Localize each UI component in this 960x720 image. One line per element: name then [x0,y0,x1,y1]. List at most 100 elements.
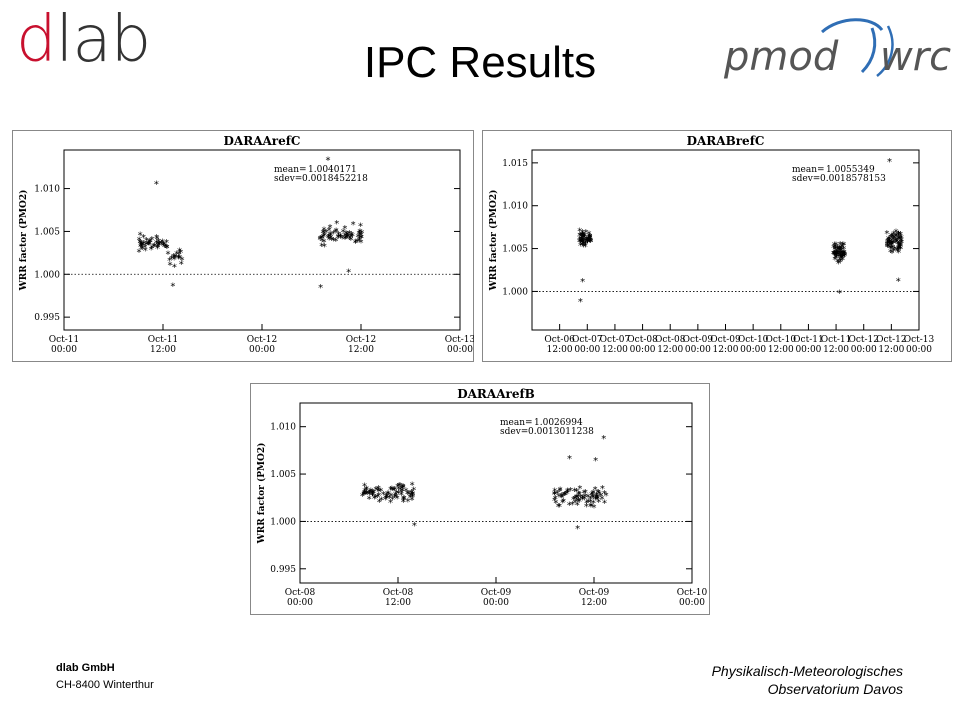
data-point: * [552,489,557,500]
data-point: * [386,490,391,501]
data-point-outlier: * [593,456,598,467]
data-point: * [164,243,169,254]
data-point: * [580,234,585,245]
data-point: * [895,247,900,258]
data-point: * [565,486,570,497]
data-point-outlier: * [578,297,583,308]
data-point: * [572,486,577,497]
footer-company: dlab GmbH CH-8400 Winterthur [56,660,154,694]
data-point: * [148,237,153,248]
x-tick-label-time: 12:00 [385,598,411,608]
data-point: * [890,232,895,243]
data-point-outlier: * [170,281,175,292]
data-point: * [580,236,585,247]
data-point: * [898,245,903,256]
x-tick-label-time: 00:00 [51,345,77,355]
data-point: * [887,236,892,247]
data-point: * [171,252,176,263]
data-point: * [400,484,405,495]
data-point: * [138,230,143,241]
data-point: * [552,490,557,501]
data-point-outlier: * [326,155,331,166]
data-point: * [168,261,173,272]
data-point: * [342,231,347,242]
data-point: * [336,233,341,244]
data-point: * [890,243,895,254]
data-point: * [384,494,389,505]
data-point: * [328,230,333,241]
data-point: * [155,241,160,252]
data-point: * [897,239,902,250]
data-point: * [358,222,363,233]
data-point: * [177,247,182,258]
data-point: * [174,249,179,260]
data-point: * [143,246,148,257]
data-point: * [362,489,367,500]
data-point: * [889,238,894,249]
chart-title: DARAArefC [224,134,301,148]
chart-daraarefb: DARAArefB WRR factor (PMO2) 0.995 1.000 1.00… [250,383,710,615]
data-point: * [578,241,583,252]
x-tick-label-time: 00:00 [249,345,275,355]
data-point: * [555,489,560,500]
data-point: * [576,489,581,500]
data-point: * [341,228,346,239]
x-tick-label-time: 12:00 [581,598,607,608]
data-point: * [169,254,174,265]
data-point: * [596,498,601,509]
data-point: * [390,485,395,496]
data-point: * [346,230,351,241]
data-point: * [577,231,582,242]
data-point: * [898,232,903,243]
x-tick-label-time: 12:00 [602,345,628,355]
data-point: * [840,255,845,266]
data-point: * [886,241,891,252]
data-point: * [562,491,567,502]
data-point: * [143,240,148,251]
pmod-wrc-logo-graphic: pmod wrc [723,18,951,80]
data-point: * [899,238,904,249]
data-point: * [833,240,838,251]
data-point: * [333,228,338,239]
x-tick-label-date: Oct-11 [148,335,179,345]
data-point: * [401,483,406,494]
data-point: * [345,232,350,243]
data-point: * [600,484,605,495]
data-point: * [163,243,168,254]
data-point: * [577,497,582,508]
chart-darabrefc: DARABrefC WRR factor (PMO2) 1.000 1.005 1.01… [482,130,952,362]
data-point: * [318,234,323,245]
data-point: * [334,219,339,230]
x-tick-label-date: Oct-12 [876,335,907,345]
data-point: * [888,239,893,250]
data-point: * [139,241,144,252]
data-point: * [885,243,890,254]
data-point: * [578,238,583,249]
y-tick-label: 1.010 [270,423,296,433]
data-point: * [161,241,166,252]
x-tick-label-date: Oct-09 [683,335,714,345]
data-point: * [373,485,378,496]
data-point: * [176,254,181,265]
y-tick-label: 1.005 [270,470,296,480]
chart-daraarefc-svg: DARAArefC WRR factor (PMO2) 0.995 1.000 1.00… [12,130,474,362]
data-point: * [894,232,899,243]
data-point: * [388,485,393,496]
data-point: * [576,497,581,508]
data-point: * [580,231,585,242]
institute-line-1: Physikalisch-Meteorologisches [711,663,903,679]
data-point: * [357,236,362,247]
logo-wrc-text: wrc [880,34,951,80]
data-point: * [367,495,372,506]
data-point: * [896,230,901,241]
data-point: * [364,484,369,495]
x-tick-label-time: 00:00 [483,598,509,608]
chart-daraarefb-svg: DARAArefB WRR factor (PMO2) 0.995 1.000 1.00… [250,383,710,615]
x-tick-label-time: 12:00 [878,345,904,355]
chart-title: DARAArefB [457,387,535,401]
data-point: * [582,488,587,499]
data-point: * [570,500,575,511]
y-tick-label: 1.015 [502,159,528,169]
data-point: * [319,242,324,253]
data-point: * [842,251,847,262]
